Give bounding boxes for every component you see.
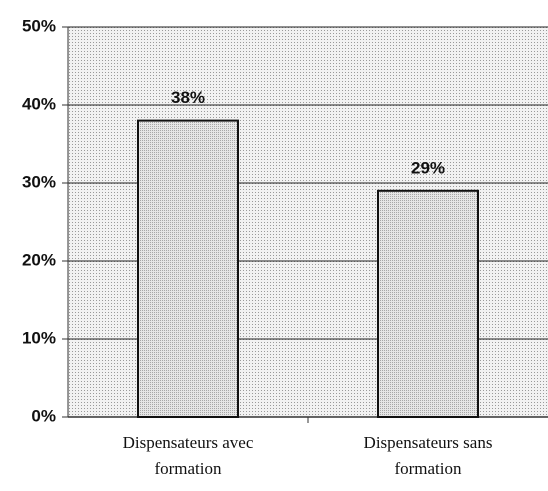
- bar: [137, 119, 239, 418]
- y-tick-label: 0%: [31, 406, 56, 425]
- data-label: 29%: [411, 158, 445, 177]
- y-tick-label: 10%: [22, 328, 56, 347]
- data-label: 38%: [171, 88, 205, 107]
- y-tick-label: 50%: [22, 16, 56, 35]
- x-tick-label: Dispensateurs avec formation: [122, 433, 254, 478]
- y-tick-label: 40%: [22, 94, 56, 113]
- y-tick-label: 30%: [22, 172, 56, 191]
- x-tick-label: Dispensateurs sans formation: [363, 433, 493, 478]
- bar: [377, 189, 479, 418]
- y-tick-label: 20%: [22, 250, 56, 269]
